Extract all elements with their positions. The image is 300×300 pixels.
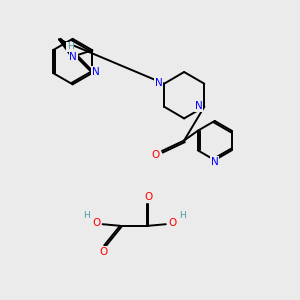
Text: O: O: [168, 218, 176, 228]
Text: N: N: [211, 157, 219, 167]
Text: N: N: [92, 67, 99, 77]
Text: N: N: [195, 101, 203, 111]
Text: O: O: [152, 150, 160, 160]
Text: O: O: [100, 247, 108, 257]
Text: N: N: [70, 52, 77, 62]
Text: H: H: [83, 211, 90, 220]
Text: H: H: [67, 42, 74, 51]
Text: N: N: [155, 78, 162, 88]
Text: O: O: [92, 218, 100, 228]
Text: O: O: [144, 192, 152, 203]
Text: H: H: [179, 211, 186, 220]
